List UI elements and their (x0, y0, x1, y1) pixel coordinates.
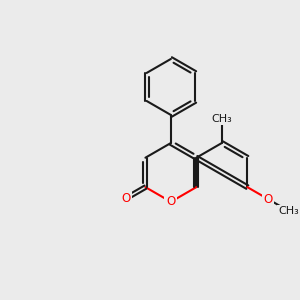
Text: CH₃: CH₃ (278, 206, 299, 216)
Text: O: O (263, 193, 273, 206)
Text: CH₃: CH₃ (212, 114, 232, 124)
Text: O: O (122, 192, 130, 205)
Text: O: O (166, 195, 176, 208)
